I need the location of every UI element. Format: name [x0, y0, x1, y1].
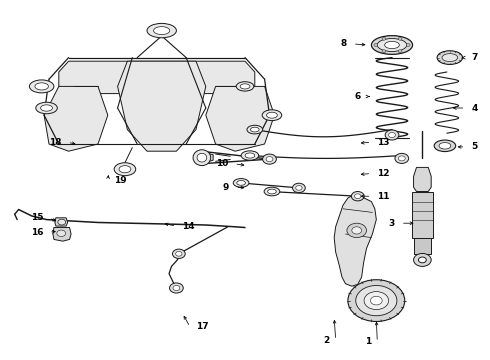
Circle shape	[175, 252, 182, 256]
Text: 12: 12	[377, 169, 390, 178]
Text: 14: 14	[182, 222, 195, 231]
Ellipse shape	[119, 166, 131, 173]
Circle shape	[382, 37, 386, 40]
Circle shape	[395, 153, 409, 163]
Ellipse shape	[377, 39, 407, 51]
Circle shape	[58, 219, 66, 225]
Ellipse shape	[437, 51, 463, 64]
Polygon shape	[414, 167, 431, 192]
Ellipse shape	[439, 143, 451, 149]
Circle shape	[296, 186, 302, 190]
Ellipse shape	[35, 83, 49, 90]
Ellipse shape	[434, 140, 456, 152]
Circle shape	[356, 285, 397, 316]
Ellipse shape	[245, 153, 255, 158]
Text: 17: 17	[196, 323, 209, 331]
Circle shape	[352, 227, 362, 234]
Ellipse shape	[267, 112, 277, 118]
Ellipse shape	[442, 54, 458, 62]
Ellipse shape	[262, 110, 282, 121]
Ellipse shape	[193, 150, 211, 166]
Circle shape	[398, 50, 402, 53]
Circle shape	[406, 44, 410, 46]
Circle shape	[370, 296, 382, 305]
Polygon shape	[206, 86, 274, 151]
Text: 15: 15	[30, 213, 43, 222]
Ellipse shape	[371, 36, 413, 54]
Circle shape	[382, 50, 386, 53]
Circle shape	[398, 37, 402, 40]
Ellipse shape	[268, 189, 276, 194]
Text: 9: 9	[223, 183, 229, 192]
Ellipse shape	[385, 41, 399, 49]
Ellipse shape	[29, 80, 54, 93]
Text: 2: 2	[323, 336, 330, 345]
Circle shape	[173, 285, 180, 291]
Text: 1: 1	[365, 338, 371, 346]
Circle shape	[385, 130, 399, 140]
Circle shape	[57, 230, 66, 237]
Text: 10: 10	[216, 159, 228, 168]
Polygon shape	[59, 61, 255, 94]
Polygon shape	[412, 192, 433, 238]
Circle shape	[418, 257, 426, 263]
Ellipse shape	[250, 127, 259, 132]
Circle shape	[374, 44, 378, 46]
Polygon shape	[414, 238, 431, 254]
Polygon shape	[334, 195, 376, 286]
Ellipse shape	[197, 153, 207, 162]
Polygon shape	[53, 228, 71, 241]
Text: 11: 11	[377, 192, 390, 201]
Text: 3: 3	[389, 219, 395, 228]
Text: 5: 5	[471, 143, 478, 152]
Circle shape	[364, 292, 389, 310]
Ellipse shape	[247, 125, 263, 134]
Circle shape	[351, 192, 364, 201]
Ellipse shape	[241, 151, 259, 160]
Text: 8: 8	[341, 40, 347, 49]
Ellipse shape	[36, 102, 57, 114]
Ellipse shape	[264, 187, 280, 196]
Ellipse shape	[41, 105, 52, 111]
Text: 7: 7	[471, 53, 478, 62]
Text: 6: 6	[354, 92, 361, 101]
Circle shape	[414, 253, 431, 266]
Ellipse shape	[147, 23, 176, 38]
Circle shape	[266, 157, 273, 162]
Ellipse shape	[233, 179, 249, 187]
Circle shape	[172, 249, 185, 258]
Circle shape	[293, 183, 305, 193]
Circle shape	[170, 283, 183, 293]
Text: 4: 4	[471, 104, 478, 113]
Ellipse shape	[240, 84, 250, 89]
Circle shape	[263, 154, 276, 164]
Circle shape	[347, 223, 367, 238]
Text: 19: 19	[114, 176, 126, 185]
Text: 16: 16	[30, 228, 43, 237]
Ellipse shape	[114, 163, 136, 176]
Polygon shape	[44, 86, 108, 151]
Text: 18: 18	[49, 138, 62, 147]
Text: 13: 13	[377, 138, 390, 147]
Circle shape	[389, 132, 395, 138]
Polygon shape	[118, 61, 206, 151]
Ellipse shape	[236, 82, 254, 91]
Ellipse shape	[237, 180, 245, 185]
Ellipse shape	[154, 27, 170, 35]
Polygon shape	[201, 151, 213, 164]
Circle shape	[355, 194, 361, 199]
Circle shape	[348, 280, 405, 321]
Polygon shape	[55, 218, 68, 226]
Circle shape	[398, 156, 405, 161]
